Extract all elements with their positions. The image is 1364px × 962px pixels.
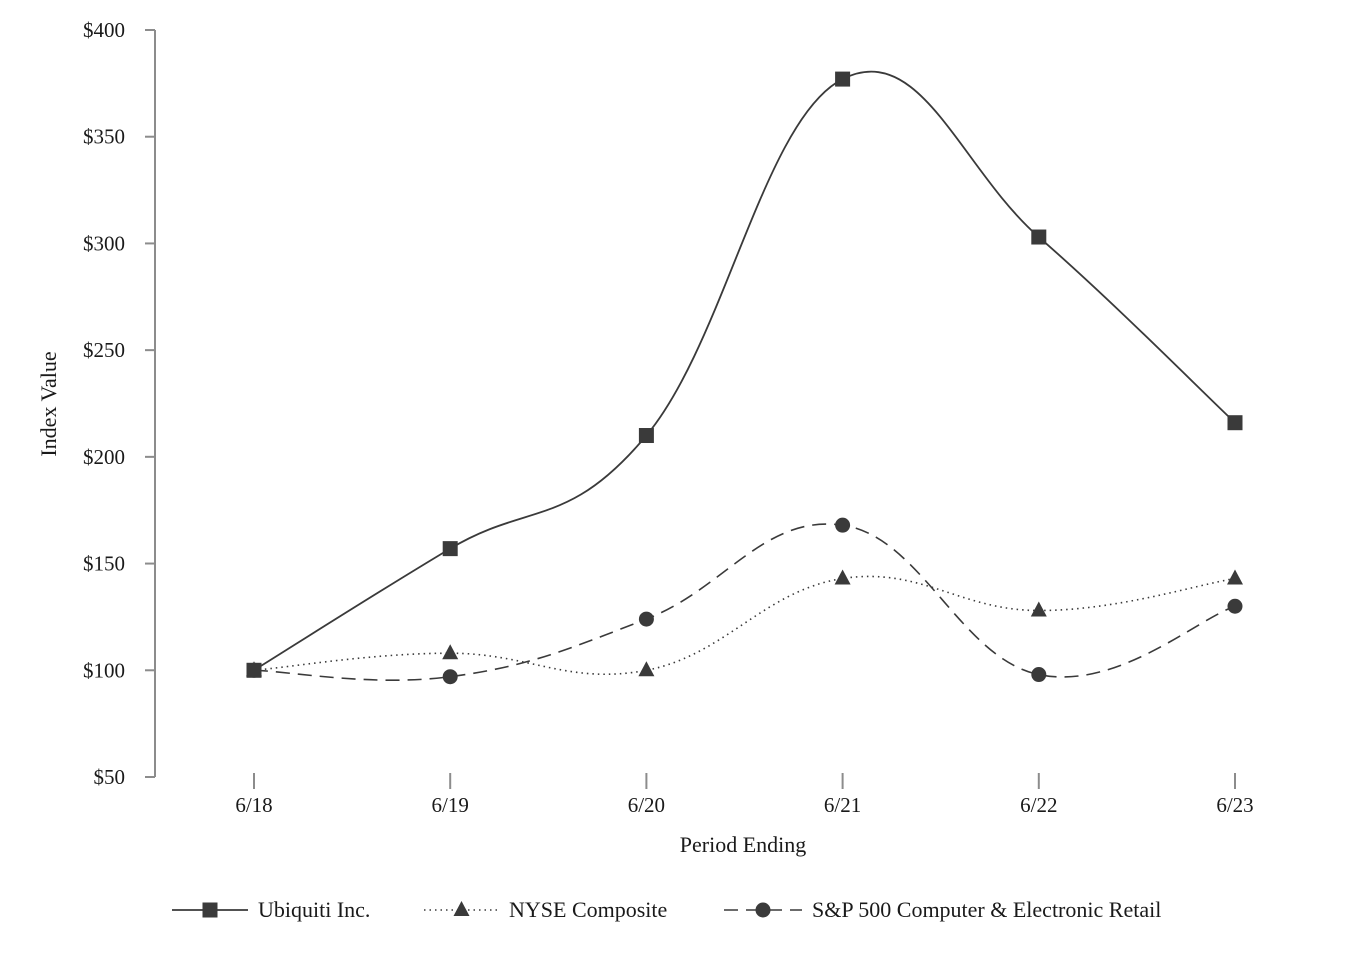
legend: Ubiquiti Inc. NYSE Composite S&P 500 Compu… (172, 897, 1161, 922)
y-tick-label: $300 (83, 231, 125, 255)
legend-marker (202, 902, 218, 918)
y-tick-label: $250 (83, 338, 125, 362)
legend-item: NYSE Composite (424, 897, 667, 922)
data-point (442, 541, 458, 557)
y-tick-label: $50 (94, 765, 126, 789)
legend-marker (453, 901, 470, 916)
series-triangle (246, 569, 1243, 677)
series-circle (246, 517, 1243, 685)
x-tick-label: 6/20 (628, 793, 665, 817)
legend-item: S&P 500 Computer & Electronic Retail (724, 897, 1161, 922)
data-point (442, 669, 458, 685)
legend-label: Ubiquiti Inc. (258, 897, 370, 922)
x-ticks: 6/18 6/19 6/20 6/21 6/22 6/23 (235, 773, 1254, 817)
x-tick-label: 6/23 (1216, 793, 1253, 817)
data-point (638, 428, 654, 444)
legend-marker (755, 902, 771, 918)
y-tick-label: $350 (83, 125, 125, 149)
y-ticks: $50 $100 $150 $200 $250 $300 $350 $400 (83, 18, 155, 789)
series-line (253, 523, 1236, 681)
data-point (834, 569, 851, 585)
axes (154, 30, 156, 777)
data-point (835, 517, 851, 533)
data-point (246, 662, 262, 678)
data-point (835, 71, 851, 87)
x-tick-label: 6/21 (824, 793, 861, 817)
legend-item: Ubiquiti Inc. (172, 897, 370, 922)
x-tick-label: 6/22 (1020, 793, 1057, 817)
data-point (1030, 601, 1047, 617)
x-tick-label: 6/18 (235, 793, 272, 817)
series-layer (246, 70, 1243, 685)
legend-label: NYSE Composite (509, 897, 667, 922)
series-line (253, 70, 1236, 672)
x-axis-title: Period Ending (680, 832, 807, 857)
y-axis-title: Index Value (36, 351, 61, 456)
data-point (638, 661, 655, 677)
y-tick-label: $100 (83, 658, 125, 682)
legend-label: S&P 500 Computer & Electronic Retail (812, 897, 1161, 922)
data-point (638, 611, 654, 627)
y-tick-label: $150 (83, 552, 125, 576)
y-tick-label: $200 (83, 445, 125, 469)
y-tick-label: $400 (83, 18, 125, 42)
data-point (1227, 569, 1243, 585)
data-point (1227, 415, 1243, 431)
data-point (1031, 229, 1047, 245)
x-tick-label: 6/19 (432, 793, 469, 817)
series-square (246, 70, 1243, 678)
series-line (253, 575, 1236, 676)
data-point (442, 644, 459, 660)
data-point (1031, 667, 1047, 683)
data-point (1227, 598, 1243, 614)
